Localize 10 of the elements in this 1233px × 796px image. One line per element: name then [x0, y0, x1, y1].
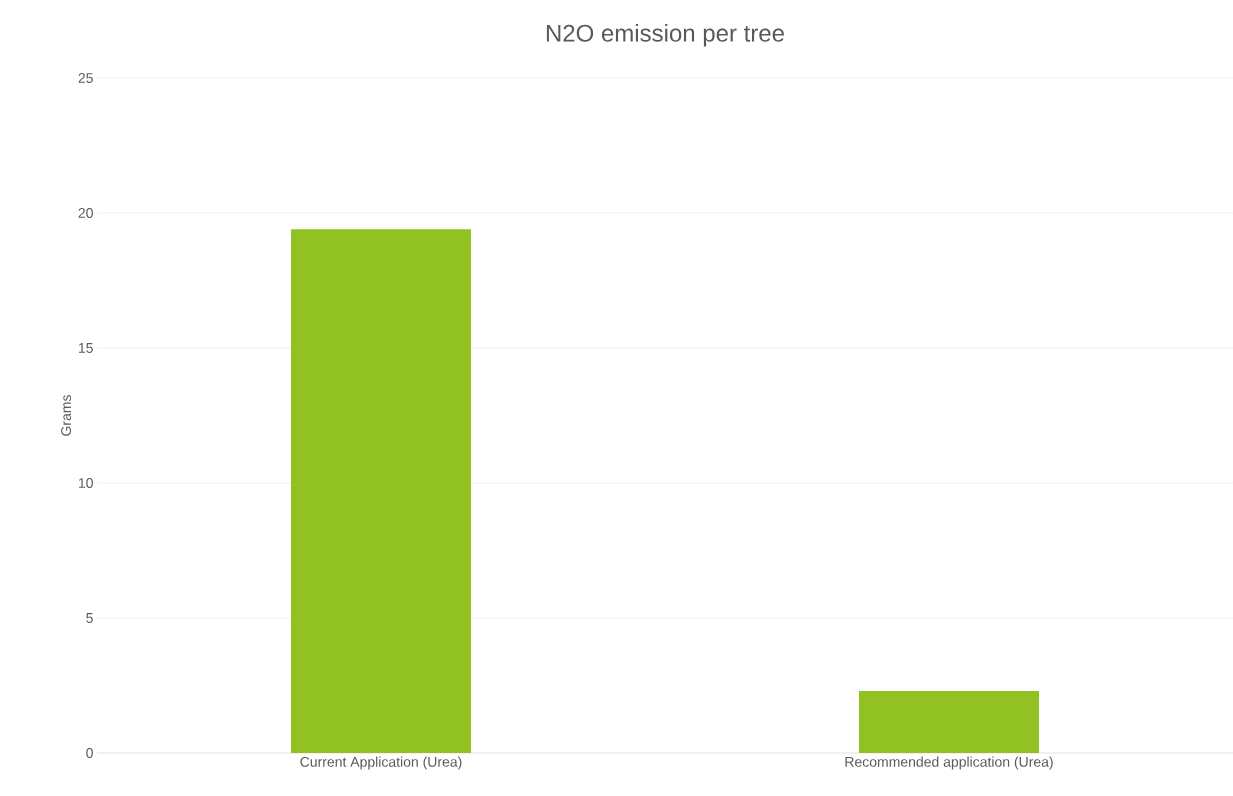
x-tick-label: Current Application (Urea) [300, 756, 462, 770]
y-tick-label: 10 [78, 478, 93, 488]
y-tick-label: 5 [86, 613, 93, 623]
y-tick-label: 25 [78, 73, 93, 83]
y-tick-label: 0 [86, 748, 93, 758]
x-tick-label: Recommended application (Urea) [845, 756, 1053, 770]
y-tick-label: 15 [78, 343, 93, 353]
y-axis-title: Grams [61, 395, 72, 436]
y-tick-label: 20 [78, 208, 93, 218]
chart-title: N2O emission per tree [546, 24, 784, 47]
